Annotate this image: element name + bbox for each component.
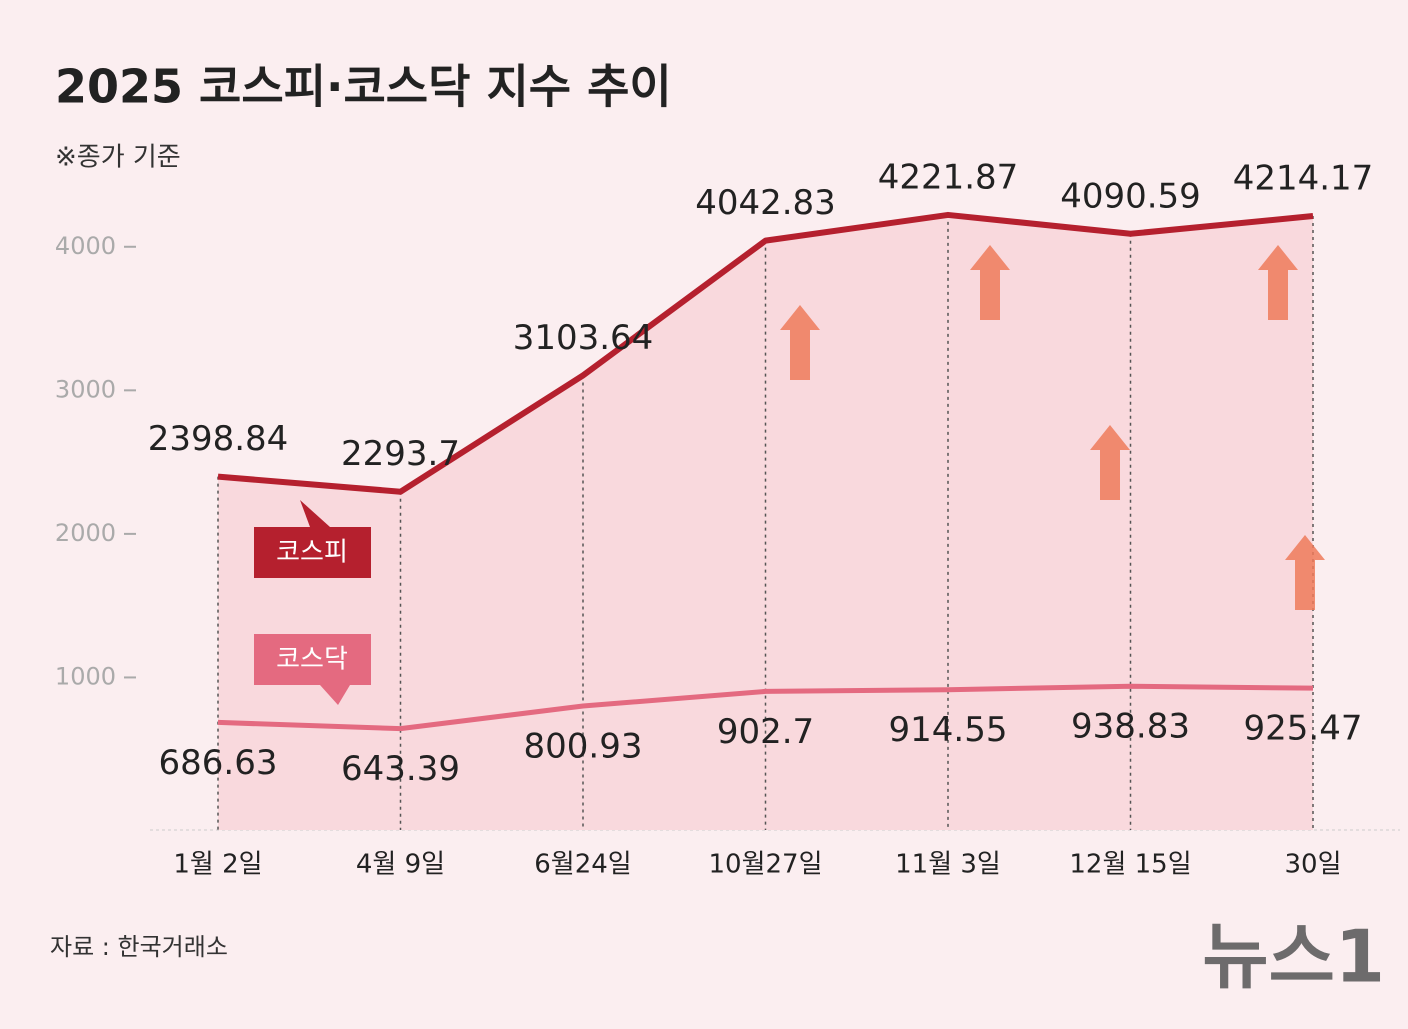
decor-arrow: [780, 305, 820, 380]
data-label: 902.7: [717, 712, 814, 752]
legend-tail: [300, 500, 330, 527]
legend-label: 코스피: [276, 538, 348, 568]
decor-arrow: [1285, 535, 1325, 610]
data-label: 2398.84: [148, 419, 289, 459]
logo: 뉴스1: [1202, 915, 1385, 999]
chart-title: 2025 코스피·코스닥 지수 추이: [55, 60, 672, 114]
source: 자료 : 한국거래소: [50, 933, 228, 961]
data-label: 4214.17: [1233, 159, 1374, 199]
series-line: [217, 683, 1314, 732]
data-label: 800.93: [524, 727, 643, 767]
data-label: 925.47: [1244, 709, 1363, 749]
decor-arrow: [970, 245, 1010, 320]
decor-arrow: [1258, 245, 1298, 320]
x-tick-label: 11월 3일: [895, 850, 1001, 880]
y-tick-label: 3000: [55, 375, 116, 403]
series-line: [217, 211, 1314, 495]
data-label: 643.39: [341, 749, 460, 789]
y-tick-label: 2000: [55, 519, 116, 547]
x-tick-label: 6월24일: [534, 850, 631, 880]
data-label: 4221.87: [878, 157, 1019, 197]
data-label: 914.55: [889, 710, 1008, 750]
decor-arrow: [1090, 425, 1130, 500]
data-label: 686.63: [159, 743, 278, 783]
x-tick-label: 12월 15일: [1069, 850, 1191, 880]
plot-area: 1000 2000 3000 4000 1월 2일 4월 9일 6월24일 10월27일 11월…: [55, 157, 1373, 879]
x-tick-label: 1월 2일: [173, 850, 262, 880]
data-label: 938.83: [1071, 707, 1190, 747]
data-label: 3103.64: [513, 318, 654, 358]
y-tick-label: 4000: [55, 232, 116, 260]
data-label: 2293.7: [341, 434, 460, 474]
legend-box: [254, 634, 371, 685]
legend-tail: [320, 685, 350, 705]
x-tick-label: 30일: [1284, 850, 1341, 880]
x-tick-label: 10월27일: [708, 850, 822, 880]
data-label: 4042.83: [695, 183, 836, 223]
chart-subtitle: ※종가 기준: [55, 143, 181, 173]
legend-label: 코스닥: [276, 645, 348, 675]
legend-box: [254, 527, 371, 578]
data-label: 4090.59: [1060, 176, 1201, 216]
y-tick-label: 1000: [55, 662, 116, 690]
x-tick-label: 4월 9일: [356, 850, 445, 880]
